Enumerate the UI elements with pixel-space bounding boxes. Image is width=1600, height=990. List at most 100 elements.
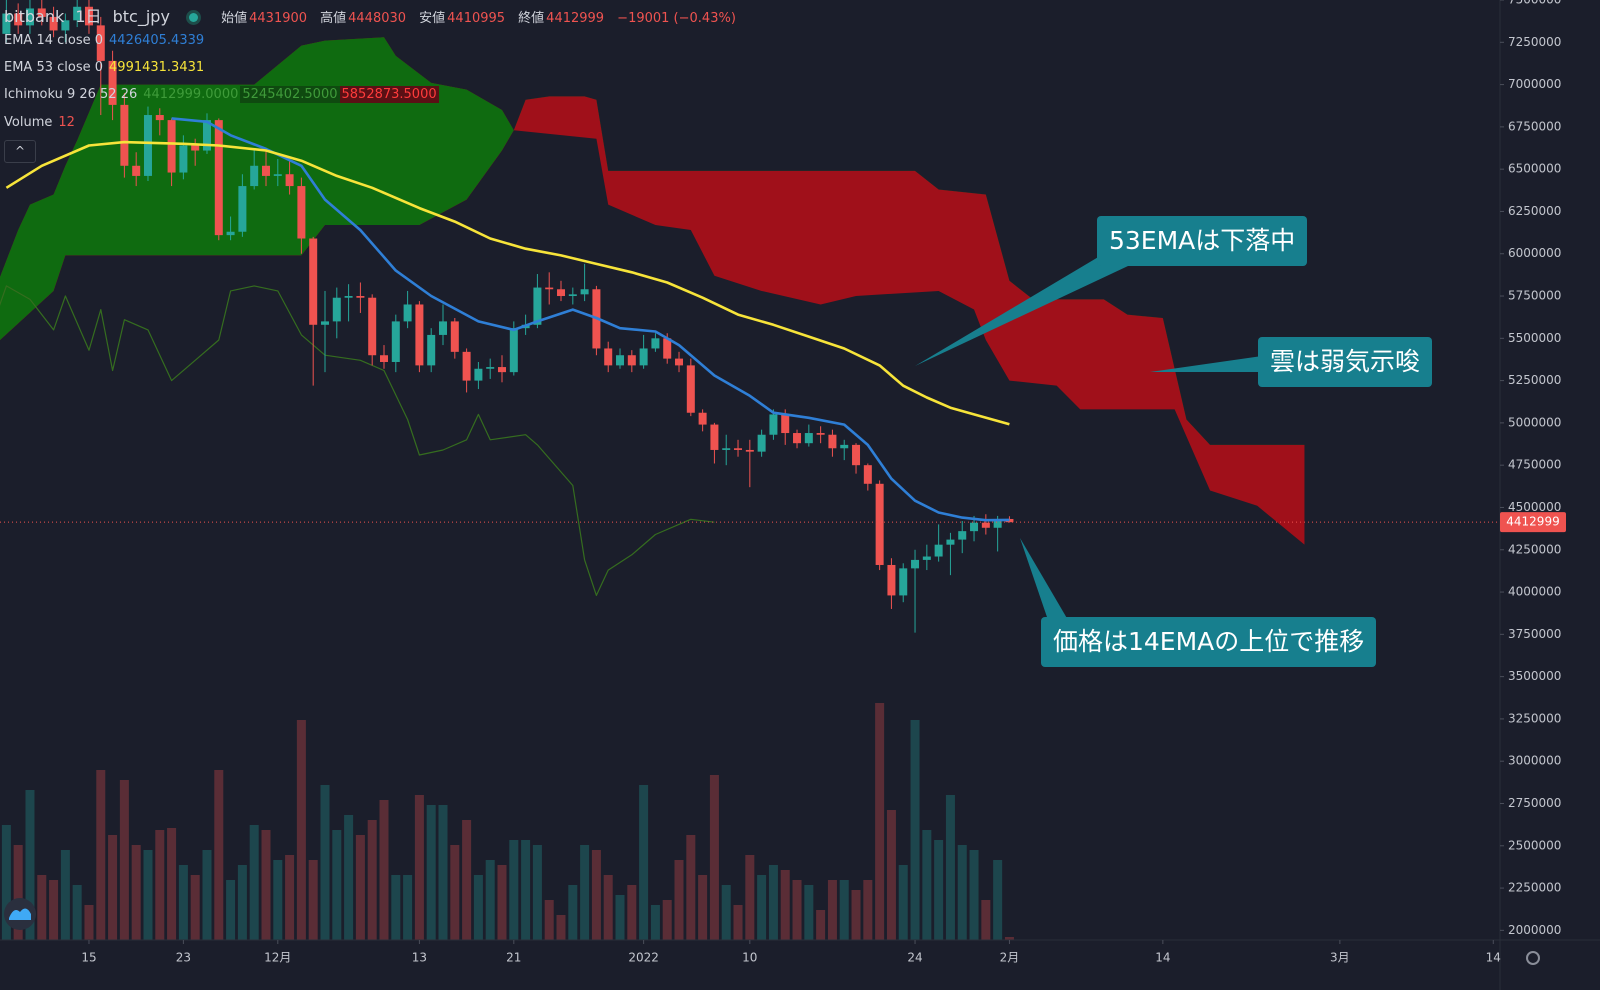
y-tick-label: 6250000 [1508, 204, 1561, 218]
candle-body [793, 433, 802, 444]
volume-bar [202, 850, 212, 940]
callout-pointer [1150, 356, 1262, 372]
candle-body [698, 412, 707, 425]
volume-bar [568, 885, 578, 940]
candle-body [14, 13, 23, 26]
candle-body [710, 424, 719, 450]
volume-bar [910, 720, 920, 940]
candle-body [769, 414, 778, 435]
legend-ichimoku: Ichimoku 9 26 52 26 4412999.0000 5245402.5… [4, 86, 445, 103]
cloud-bullish [0, 37, 1305, 445]
y-tick-label: 7000000 [1508, 77, 1561, 91]
candle-body [37, 8, 46, 17]
candle-body [250, 165, 259, 187]
candle-body [84, 6, 93, 26]
volume-bar [969, 850, 979, 940]
volume-bar [898, 865, 908, 940]
volume-bar [886, 810, 896, 940]
x-tick-label: 3月 [1330, 951, 1350, 965]
volume-bar [332, 830, 342, 940]
volume-bar [1004, 937, 1014, 940]
high-label: 高値 [320, 11, 347, 26]
volume-bar [497, 865, 507, 940]
volume-bar [143, 850, 153, 940]
volume-bar [285, 855, 295, 940]
candle-body [981, 522, 990, 528]
candle-body [946, 539, 955, 545]
candle-body [734, 448, 743, 450]
legend-value: 4426405.4339 [109, 33, 205, 48]
collapse-legend-button[interactable]: ^ [4, 140, 36, 163]
volume-bar [462, 820, 472, 940]
volume-bar [296, 720, 306, 940]
candle-body [167, 120, 176, 173]
legend-label: Volume [4, 115, 53, 130]
volume-bar [367, 820, 377, 940]
volume-bar [355, 835, 365, 940]
candle-body [143, 115, 152, 176]
candle-body [344, 296, 353, 298]
volume-bar [13, 845, 23, 940]
candle-body [651, 338, 660, 349]
volume-bar [249, 825, 259, 940]
volume-bar [403, 875, 413, 940]
volume-bar [934, 840, 944, 940]
annotation: 雲は弱気示唆 [1258, 337, 1433, 387]
candle-body [108, 60, 117, 105]
candle-body [226, 231, 235, 236]
legend-ema53: EMA 53 close 0 4991431.3431 [4, 60, 210, 75]
candle-body [73, 6, 82, 21]
candle-body [214, 120, 223, 236]
volume-bar [792, 880, 802, 940]
candle-body [285, 174, 294, 187]
volume-bar [639, 785, 649, 940]
candle-body [970, 522, 979, 532]
x-tick-label: 21 [506, 951, 521, 965]
lagging-span [0, 285, 715, 596]
ema-line [5, 140, 1010, 426]
volume-bar [686, 835, 696, 940]
legend-value: 5852873.5000 [339, 86, 439, 103]
candle-body [368, 297, 377, 356]
candle-body [934, 544, 943, 557]
candle-body [96, 25, 105, 61]
volume-bar [922, 830, 932, 940]
y-tick-label: 2500000 [1508, 838, 1561, 852]
annotation: 価格は14EMAの上位で推移 [1041, 617, 1377, 667]
candle-body [427, 334, 436, 366]
settings-button[interactable] [1526, 951, 1540, 965]
y-tick-label: 4500000 [1508, 500, 1561, 514]
low-value: 4410995 [447, 11, 506, 26]
volume-bar [827, 880, 837, 940]
candle-body [191, 145, 200, 151]
volume-bar [72, 885, 82, 940]
y-tick-label: 2250000 [1508, 881, 1561, 895]
legend-label: EMA 53 close 0 [4, 60, 104, 75]
y-tick-label: 6500000 [1508, 162, 1561, 176]
candle-body [486, 367, 495, 369]
y-tick-label: 6750000 [1508, 119, 1561, 133]
y-tick-label: 4750000 [1508, 458, 1561, 472]
x-tick-label: 24 [907, 951, 922, 965]
candle-body [450, 321, 459, 352]
candle-body [61, 20, 70, 31]
legend-ema14: EMA 14 close 0 4426405.4339 [4, 33, 210, 48]
candle-body [462, 351, 471, 381]
volume-bar [768, 865, 778, 940]
x-tick-label: 15 [81, 951, 96, 965]
candle-body [132, 165, 141, 176]
x-tick-label: 12月 [264, 951, 291, 965]
volume-bar [37, 875, 47, 940]
y-tick-label: 7500000 [1508, 0, 1561, 7]
y-tick-label: 6000000 [1508, 246, 1561, 260]
candle-body [922, 556, 931, 560]
candle-body [179, 145, 188, 173]
volume-bar [167, 828, 177, 940]
candle-body [604, 348, 613, 366]
candle-body [2, 13, 11, 34]
candle-body [675, 358, 684, 366]
y-tick-label: 3250000 [1508, 711, 1561, 725]
candle-body [273, 174, 282, 176]
volume-bar [96, 770, 106, 940]
volume-bar [580, 845, 590, 940]
